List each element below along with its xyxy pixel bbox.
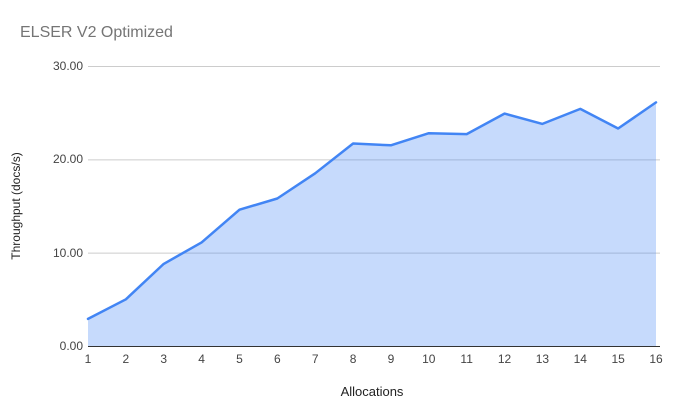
x-axis-title: Allocations — [340, 384, 404, 399]
x-tick-label: 10 — [422, 352, 436, 366]
x-tick-label: 1 — [84, 352, 92, 366]
x-tick-label: 15 — [611, 352, 625, 366]
area-fill — [88, 102, 656, 347]
x-tick-label: 9 — [387, 352, 395, 366]
chart-title: ELSER V2 Optimized — [20, 24, 173, 41]
y-tick-label: 20.00 — [52, 152, 83, 167]
x-tick-label: 14 — [573, 352, 587, 366]
y-tick-label: 0.00 — [59, 339, 83, 353]
x-tick-label: 3 — [160, 352, 168, 366]
x-tick-label: 4 — [198, 352, 205, 366]
x-tick-label: 6 — [273, 352, 281, 366]
series-line — [86, 101, 658, 321]
x-tick-label: 7 — [311, 352, 319, 366]
x-tick-label: 11 — [460, 352, 473, 366]
x-tick-label: 5 — [236, 352, 243, 366]
y-tick-label: 30.00 — [52, 59, 83, 73]
x-tick-label: 12 — [497, 352, 512, 366]
x-tick-label: 16 — [649, 352, 663, 366]
x-tick-label: 8 — [349, 352, 357, 366]
x-tick-label: 13 — [535, 352, 550, 366]
x-tick-label: 2 — [122, 352, 130, 366]
y-tick-label: 10.00 — [52, 245, 83, 260]
